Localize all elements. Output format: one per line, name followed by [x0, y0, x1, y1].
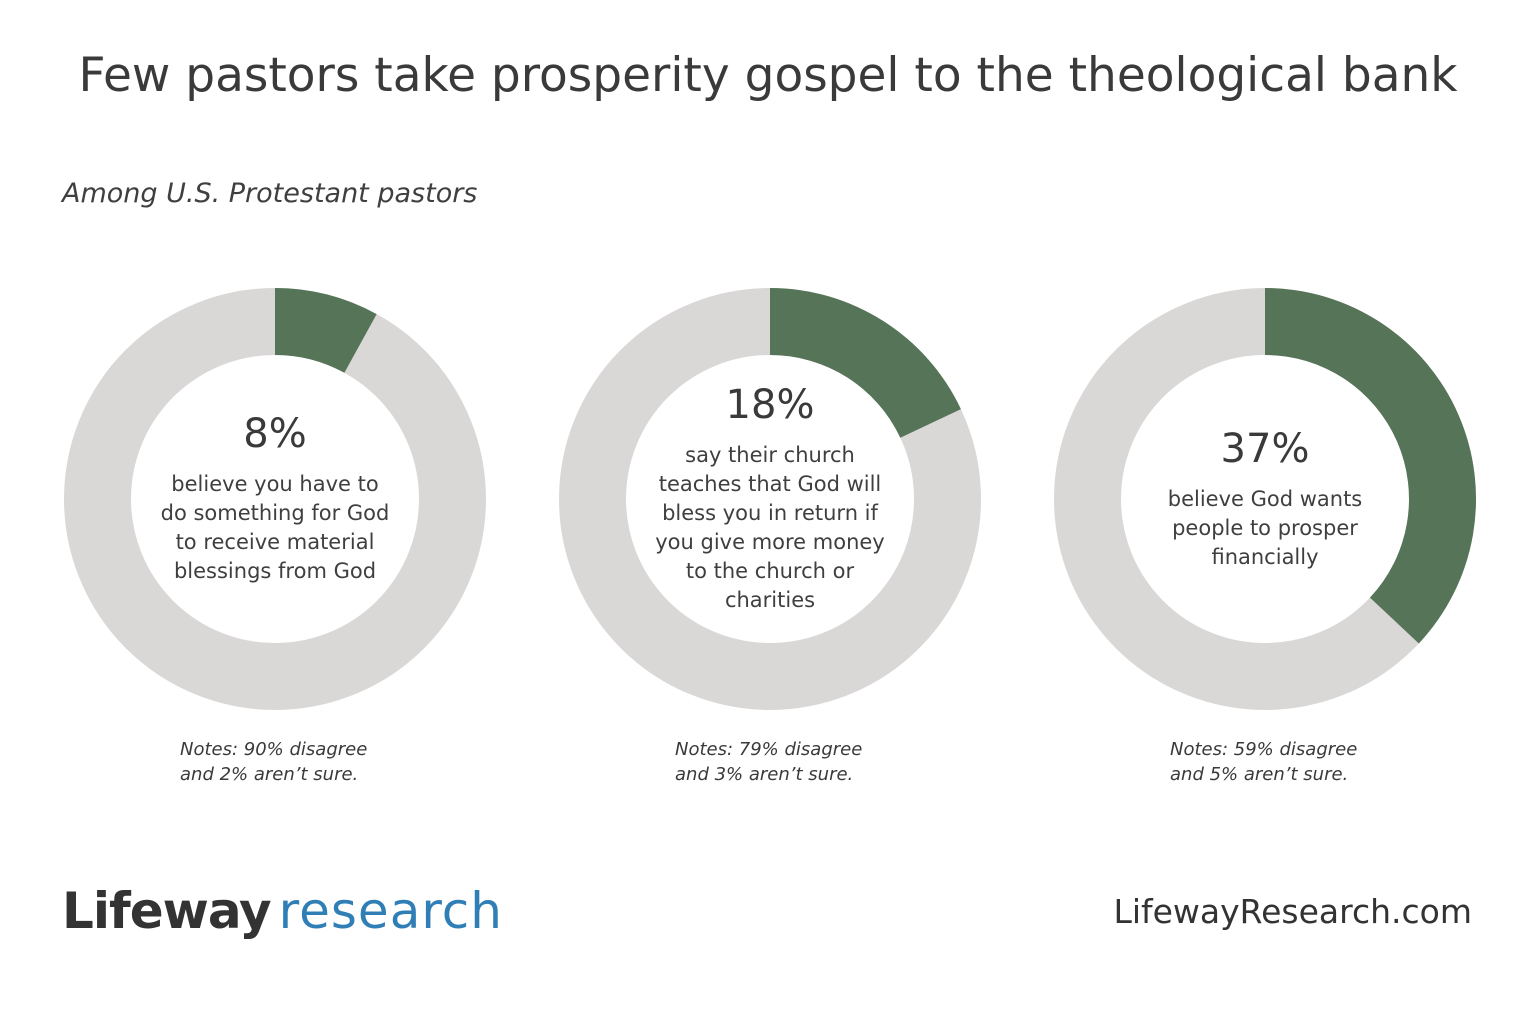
donut-description: say their church teaches that God will b… — [655, 443, 885, 612]
logo-brand-text: Lifeway — [62, 882, 272, 940]
donut-description: believe God wants people to prosper fina… — [1167, 486, 1363, 569]
donut-value-label: 37% — [1220, 425, 1310, 472]
donut-slice-value — [770, 288, 961, 438]
donut-description: believe you have to do something for God… — [160, 472, 390, 583]
donut-svg — [1054, 288, 1476, 710]
donut-center: 8% believe you have to do something for … — [145, 369, 405, 629]
note-line: and 2% aren’t sure. — [180, 764, 359, 785]
donut-note-3: Notes: 59% disagree and 5% aren’t sure. — [1170, 737, 1430, 787]
donut-slice-value — [275, 288, 377, 373]
donut-slice-value — [1265, 288, 1476, 644]
donut-value-label: 18% — [725, 382, 815, 428]
donut-svg — [559, 288, 981, 710]
lifeway-research-logo: Lifeway research — [62, 882, 503, 940]
donut-center: 18% say their church teaches that God wi… — [640, 369, 900, 629]
donut-svg — [64, 288, 486, 710]
note-line: and 5% aren’t sure. — [1170, 764, 1349, 785]
donut-chart-prosper-financially: 37% believe God wants people to prosper … — [1054, 288, 1476, 710]
chart-title: Few pastors take prosperity gospel to th… — [78, 48, 1458, 103]
chart-subtitle: Among U.S. Protestant pastors — [62, 178, 478, 209]
note-line: and 3% aren’t sure. — [675, 764, 854, 785]
donut-note-1: Notes: 90% disagree and 2% aren’t sure. — [180, 737, 440, 787]
donut-chart-give-money: 18% say their church teaches that God wi… — [559, 288, 981, 710]
donut-value-label: 8% — [243, 411, 307, 457]
website-url: LifewayResearch.com — [1113, 892, 1472, 931]
note-line: Notes: 90% disagree — [180, 739, 368, 760]
note-line: Notes: 79% disagree — [675, 739, 863, 760]
donut-note-2: Notes: 79% disagree and 3% aren’t sure. — [675, 737, 935, 787]
note-line: Notes: 59% disagree — [1170, 739, 1358, 760]
donut-chart-material-blessings: 8% believe you have to do something for … — [64, 288, 486, 710]
donut-center: 37% believe God wants people to prosper … — [1135, 369, 1395, 629]
logo-research-text: research — [278, 882, 503, 940]
